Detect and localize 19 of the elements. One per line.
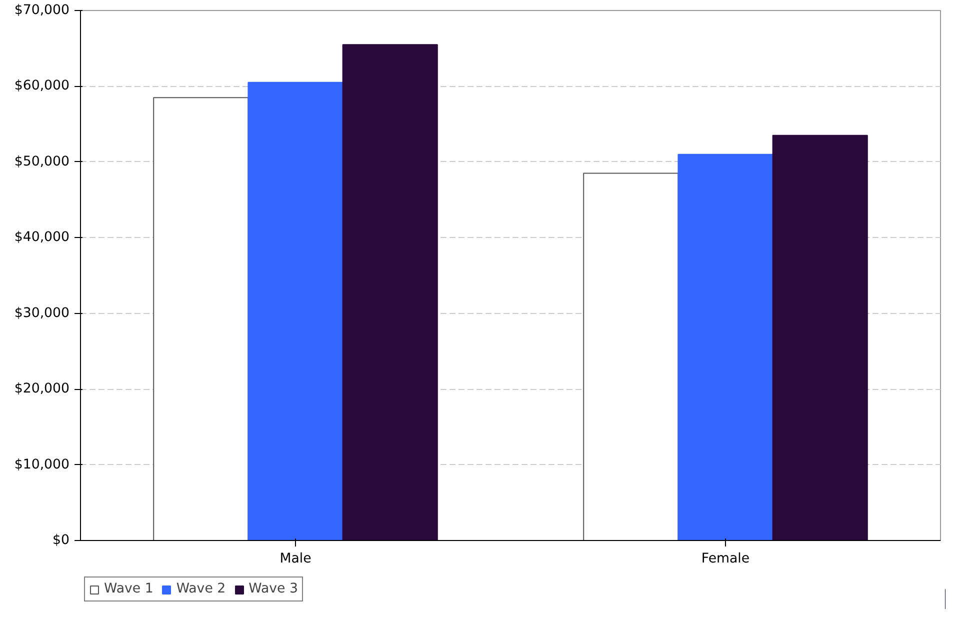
bar xyxy=(678,154,774,540)
bar xyxy=(153,97,249,540)
x-tick-label: Male xyxy=(280,552,312,566)
bar xyxy=(583,172,679,540)
y-tick-label: $0 xyxy=(52,533,70,548)
legend-label: Wave 2 xyxy=(176,582,226,596)
bar xyxy=(772,134,868,540)
legend-label: Wave 1 xyxy=(104,582,154,596)
y-tick-label: $60,000 xyxy=(14,78,70,94)
y-tick-label: $10,000 xyxy=(14,457,70,472)
y-tick-label: $40,000 xyxy=(14,230,70,246)
bar xyxy=(248,82,344,540)
bar xyxy=(342,44,438,540)
x-tick-label: Female xyxy=(701,552,750,566)
y-tick-label: $20,000 xyxy=(14,382,70,397)
y-tick-label: $30,000 xyxy=(14,306,70,321)
y-tick-label: $70,000 xyxy=(14,3,70,18)
legend-label: Wave 3 xyxy=(248,582,298,596)
y-tick-label: $50,000 xyxy=(14,154,70,170)
